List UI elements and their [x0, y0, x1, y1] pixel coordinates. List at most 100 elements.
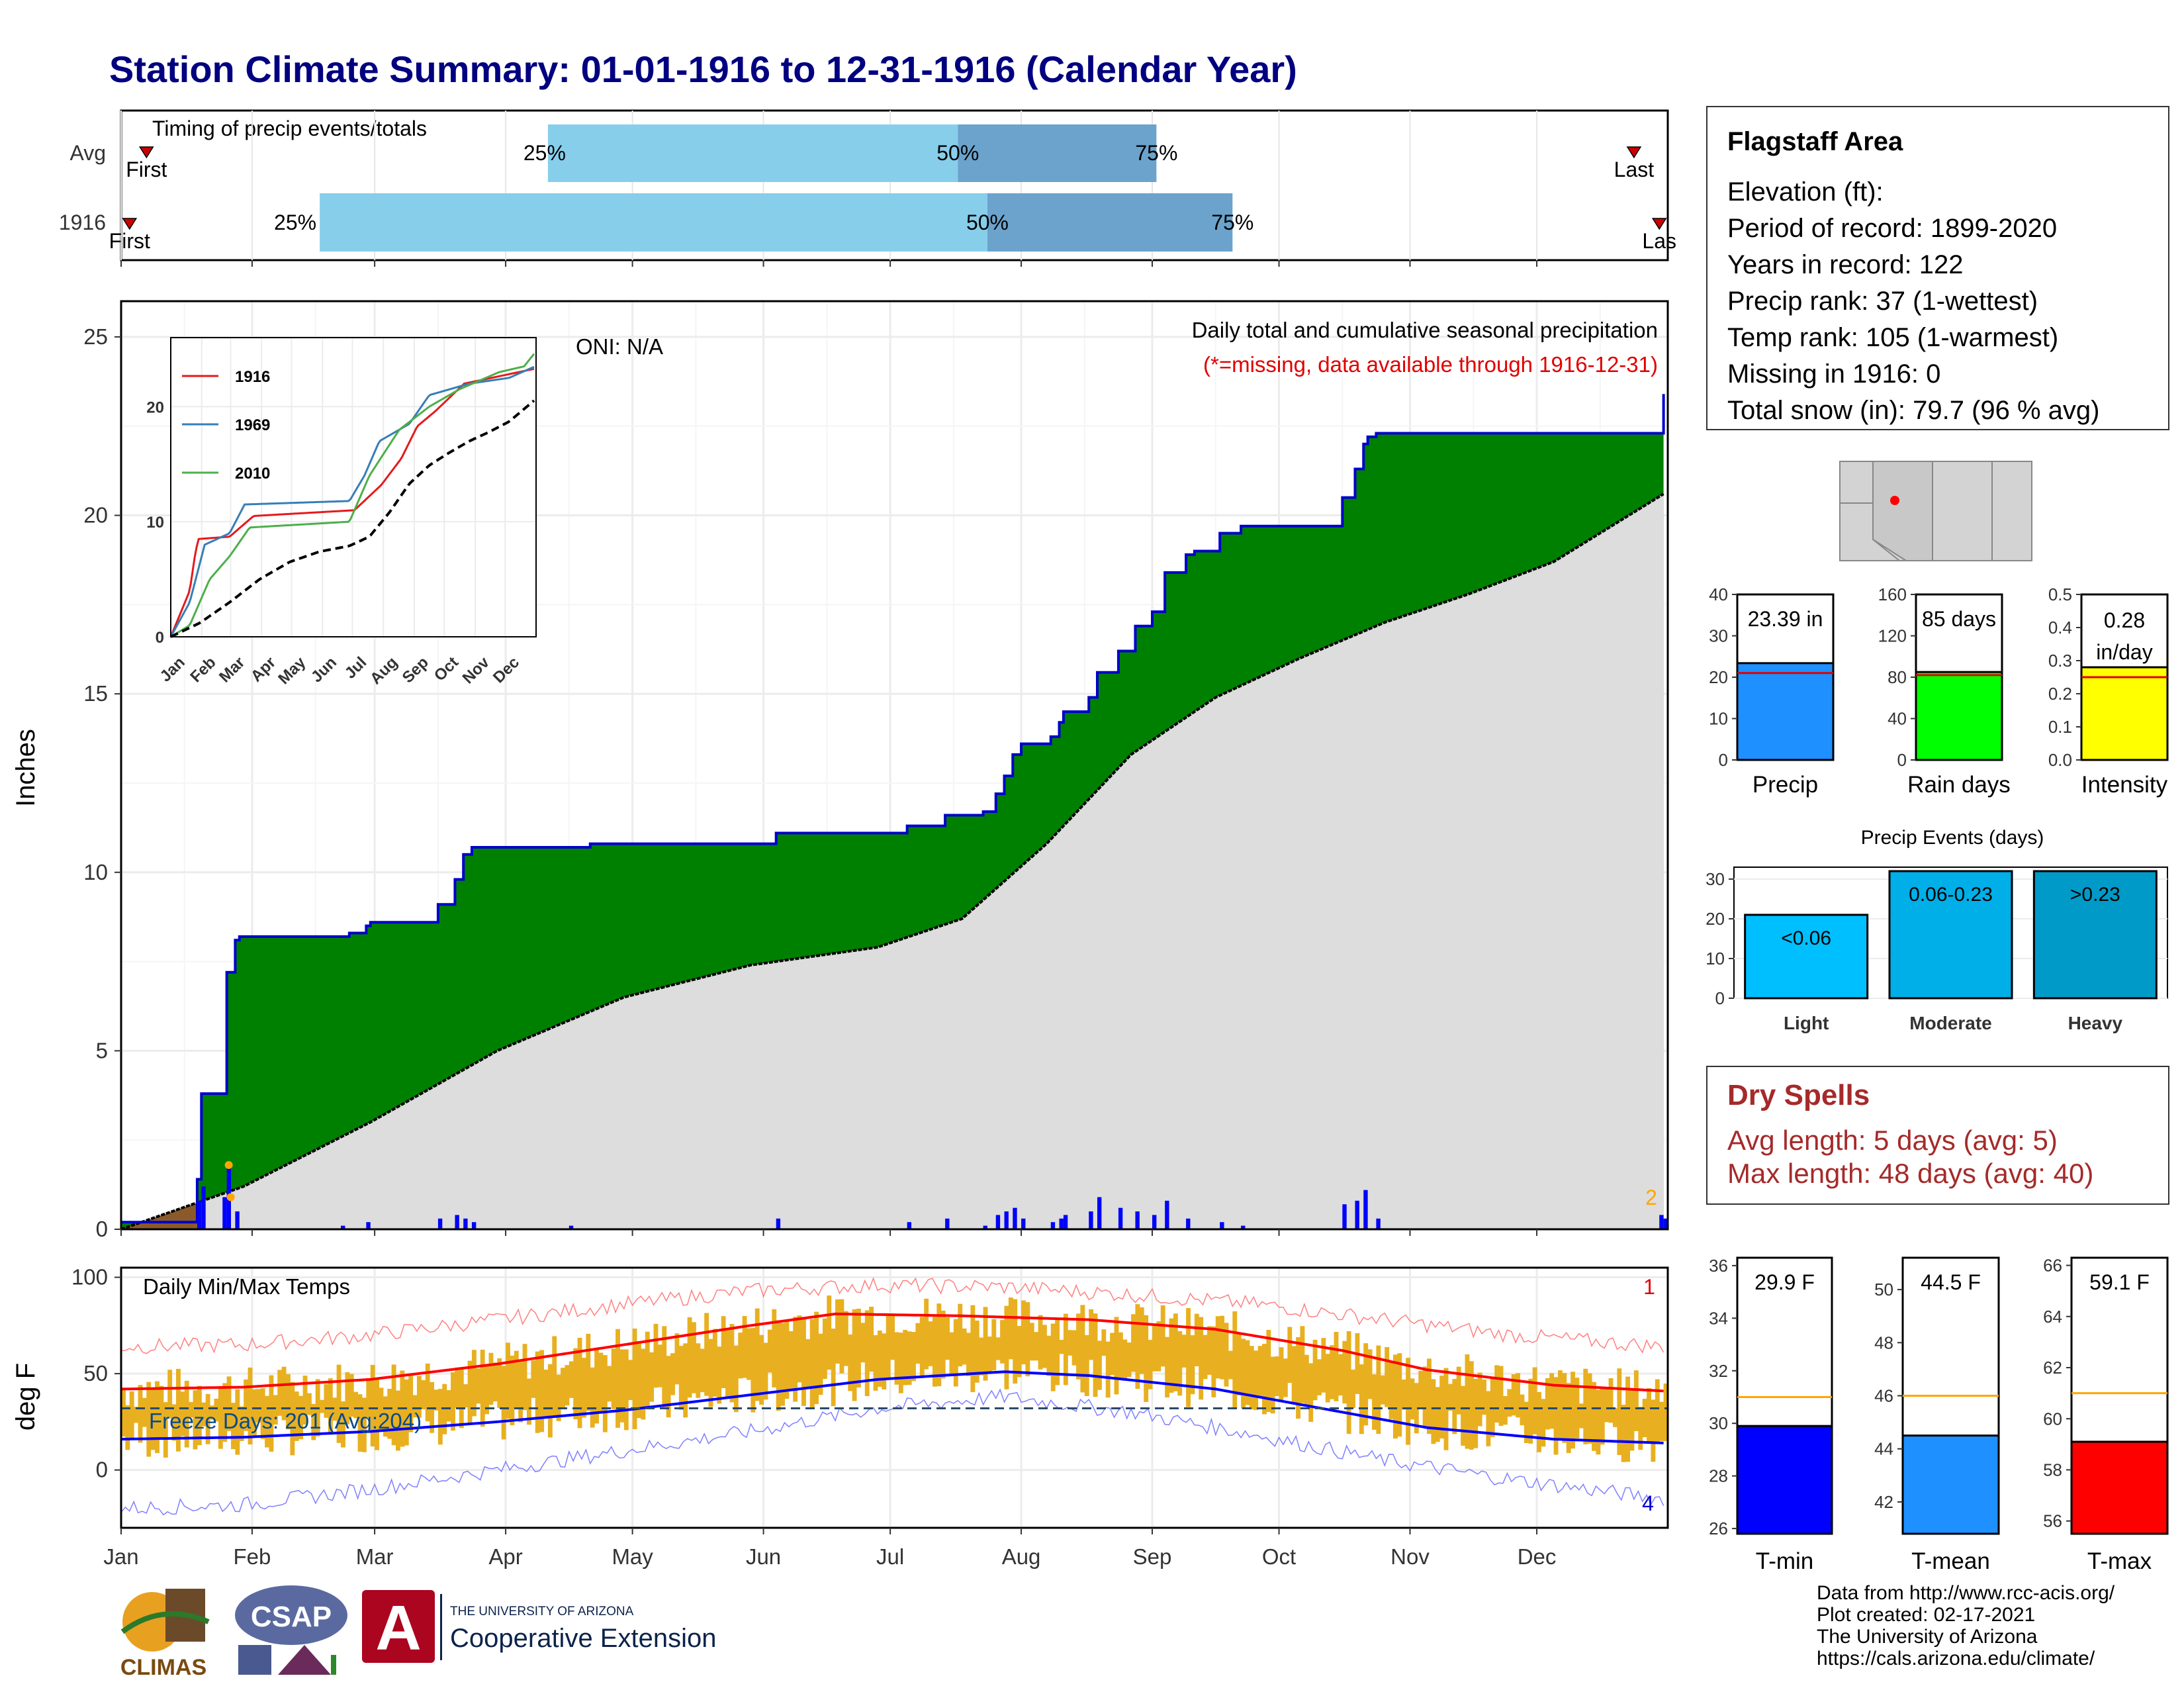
daily-temp-bar [1207, 1326, 1212, 1375]
small-chart-tick: 10 [1709, 709, 1728, 729]
daily-temp-bar [1592, 1382, 1596, 1451]
daily-temp-bar [1392, 1354, 1398, 1439]
daily-temp-bar [1220, 1315, 1225, 1380]
daily-temp-bar [332, 1397, 338, 1421]
small-chart-bar [1736, 1425, 1833, 1535]
daily-temp-bar [1659, 1401, 1664, 1441]
daily-temp-bar [1266, 1329, 1271, 1413]
daily-precip-bar [569, 1225, 574, 1229]
daily-temp-bar [641, 1348, 646, 1420]
daily-temp-bar [446, 1390, 451, 1422]
daily-temp-bar [1101, 1329, 1107, 1356]
daily-temp-bar [1249, 1346, 1254, 1410]
daily-temp-bar [421, 1380, 426, 1410]
daily-temp-bar [1625, 1376, 1631, 1462]
daily-temp-bar [167, 1370, 173, 1419]
daily-temp-bar [1126, 1342, 1132, 1378]
precip-y-tick-label: 0 [96, 1217, 108, 1241]
timing-first-label: First [126, 158, 167, 181]
small-chart-tick: 48 [1874, 1333, 1893, 1352]
daily-temp-bar [244, 1379, 249, 1431]
daily-temp-bar [408, 1376, 414, 1432]
station-location-marker [1890, 496, 1899, 505]
daily-temp-bar [1211, 1326, 1216, 1397]
small-chart-bar [2080, 666, 2169, 761]
daily-precip-bar [1241, 1225, 1246, 1229]
timing-last-label: Last [1614, 158, 1655, 181]
daily-temp-bar [1169, 1318, 1174, 1393]
daily-temp-bar [945, 1317, 950, 1360]
daily-temp-bar [696, 1343, 701, 1398]
daily-temp-bar [1253, 1350, 1259, 1411]
daily-temp-bar [1160, 1305, 1165, 1367]
daily-temp-bar [966, 1333, 971, 1376]
small-chart-tick: 34 [1709, 1308, 1728, 1328]
daily-temp-bar [459, 1367, 464, 1429]
small-chart-tick: 30 [1709, 626, 1728, 646]
daily-temp-bar [678, 1346, 684, 1410]
daily-precip-bar [366, 1222, 371, 1229]
daily-temp-bar [751, 1328, 756, 1413]
daily-temp-bar [1038, 1315, 1043, 1370]
daily-temp-bar [565, 1365, 570, 1406]
daily-temp-bar [1482, 1379, 1486, 1415]
small-chart-bar [2070, 1440, 2169, 1535]
temp-corner-bottom: 4 [1642, 1491, 1654, 1515]
inset-legend-label: 2010 [235, 465, 270, 483]
info-period: Period of record: 1899-2020 [1727, 214, 2058, 243]
daily-temp-bar [856, 1308, 861, 1388]
daily-temp-bar [1084, 1335, 1089, 1396]
daily-temp-bar [543, 1370, 549, 1417]
small-chart-value-unit: in/day [2096, 640, 2152, 664]
climas-logo: CLIMAS [109, 1582, 218, 1681]
daily-temp-bar [1118, 1332, 1123, 1380]
daily-precip-bar [776, 1218, 781, 1229]
daily-precip-bar [1135, 1211, 1140, 1229]
small-chart-value-label: 23.39 in [1748, 607, 1823, 631]
daily-temp-bar [953, 1319, 958, 1387]
month-axis: Jan Feb Mar Apr May Jun Jul Aug Sep Oct Nov Dec [103, 260, 1556, 1569]
small-chart-tick: 0 [1897, 750, 1907, 770]
daily-temp-bar [134, 1407, 139, 1423]
daily-temp-bar [1494, 1365, 1500, 1423]
daily-temp-bar [801, 1319, 806, 1406]
daily-precip-bar [945, 1218, 950, 1229]
daily-temp-bar [366, 1378, 371, 1418]
daily-temp-bar [1080, 1305, 1085, 1393]
temp-panel: 0 50 100 deg F Daily Min/Max Temps Freeze … [11, 1265, 1669, 1529]
daily-temp-bar [1380, 1375, 1385, 1405]
daily-precip-bar [1663, 1218, 1668, 1229]
daily-temp-bar [632, 1329, 637, 1430]
daily-temp-bar [1245, 1340, 1250, 1405]
daily-temp-bar [628, 1360, 633, 1401]
daily-temp-bar [184, 1380, 189, 1448]
small-chart-tick: 0 [1719, 750, 1728, 770]
daily-temp-bar [1131, 1314, 1136, 1372]
temp-y-tick-label: 50 [83, 1361, 108, 1385]
daily-temp-bar [1447, 1383, 1453, 1411]
daily-temp-bar [1435, 1387, 1440, 1442]
precip-events-title: Precip Events (days) [1861, 827, 2044, 849]
credits-block: Data from http://www.rcc-acis.org/ Plot … [1817, 1582, 2115, 1669]
daily-temp-bar [573, 1348, 578, 1420]
precip-events-category: Moderate [1909, 1013, 1991, 1033]
inset-y-tick-label: 0 [156, 629, 164, 647]
daily-temp-bar [416, 1376, 422, 1418]
month-tick-label: Apr [488, 1544, 522, 1569]
csap-logo-text: CSAP [251, 1601, 332, 1633]
precip-events-bar-label: 0.06-0.23 [1909, 884, 1993, 906]
daily-temp-bar [176, 1368, 181, 1452]
daily-temp-bar [1122, 1339, 1128, 1380]
timing-pct-75: 75% [1135, 141, 1177, 165]
daily-temp-bar [526, 1378, 531, 1425]
small-chart-tick: 64 [2043, 1307, 2062, 1327]
daily-temp-bar [561, 1368, 565, 1410]
timing-first-label: First [109, 229, 150, 253]
daily-temp-bar [852, 1309, 857, 1401]
small-chart-tick: 26 [1709, 1519, 1728, 1538]
daily-precip-bar [235, 1211, 240, 1229]
timing-pct-25: 25% [274, 211, 316, 234]
credit-url: https://cals.arizona.edu/climate/ [1817, 1648, 2095, 1669]
daily-temp-bar [1270, 1356, 1275, 1414]
ua-top-text: THE UNIVERSITY OF ARIZONA [450, 1605, 634, 1618]
